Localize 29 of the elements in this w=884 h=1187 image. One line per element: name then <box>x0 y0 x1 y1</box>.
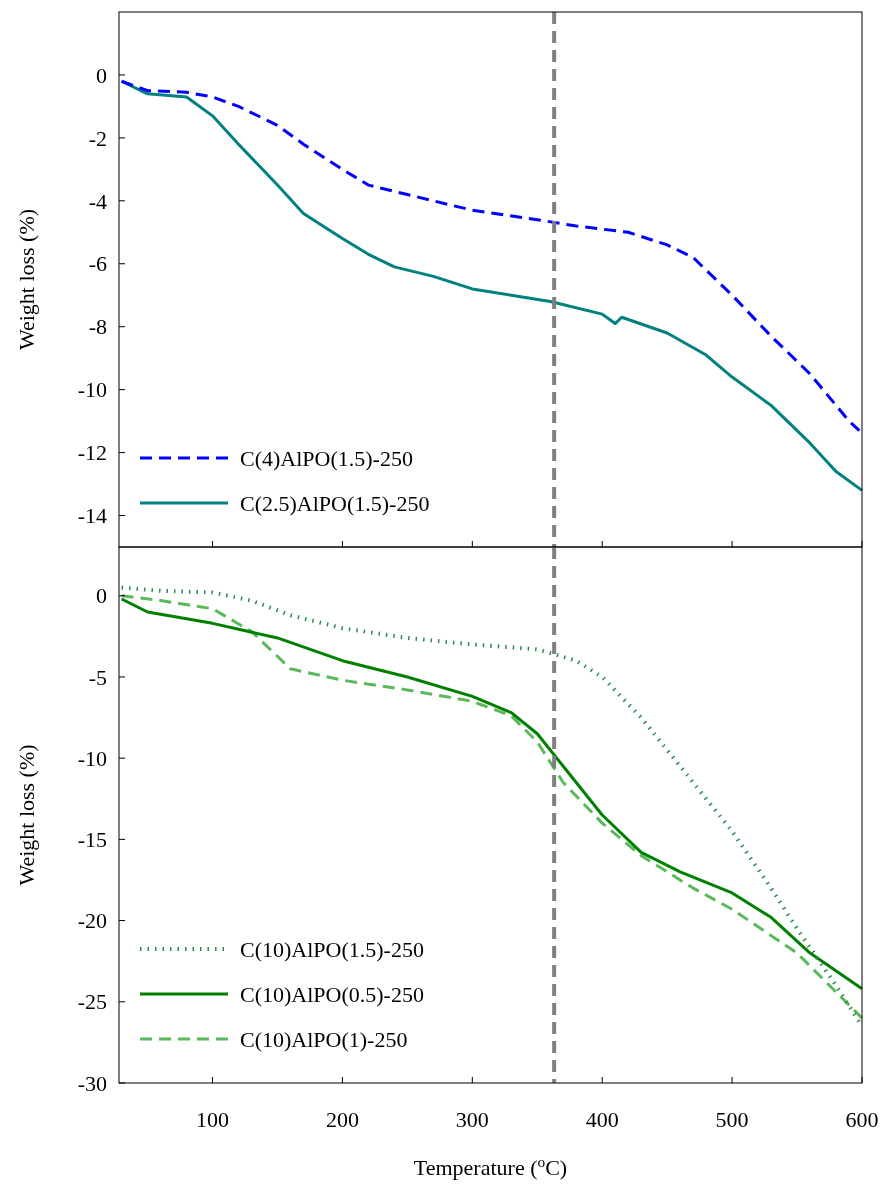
y-tick-label: 0 <box>96 583 107 609</box>
legend-label: C(10)AlPO(1)-250 <box>240 1026 408 1052</box>
y-tick-label: -30 <box>77 1070 107 1096</box>
legend-label: C(10)AlPO(0.5)-250 <box>240 981 424 1007</box>
y-tick-label: -25 <box>77 989 107 1015</box>
y-tick-label: -2 <box>88 125 107 151</box>
y-tick-label: -12 <box>77 440 107 466</box>
x-tick-label: 600 <box>845 1107 879 1132</box>
y-tick-label: -20 <box>77 908 107 934</box>
y-tick-label: -10 <box>77 377 107 403</box>
x-tick-label: 300 <box>455 1107 489 1132</box>
legend-label: C(2.5)AlPO(1.5)-250 <box>240 490 430 516</box>
y-tick-label: 0 <box>96 62 107 88</box>
y-tick-label: -5 <box>88 664 107 690</box>
y-tick-label: -15 <box>77 827 107 853</box>
x-axis-title: Temperature ($^{o}$C) <box>413 1152 568 1180</box>
legend-label: C(4)AlPO(1.5)-250 <box>240 445 413 471</box>
y-tick-label: -10 <box>77 745 107 771</box>
x-tick-label: 200 <box>325 1107 359 1132</box>
legend-label: C(10)AlPO(1.5)-250 <box>240 936 424 962</box>
y-tick-label: -6 <box>88 251 107 277</box>
x-tick-label: 400 <box>585 1107 619 1132</box>
x-tick-label: 500 <box>715 1107 749 1132</box>
y-axis-title: Weight loss (%) <box>14 744 39 886</box>
y-tick-label: -14 <box>77 503 107 529</box>
y-tick-label: -4 <box>88 188 107 214</box>
x-tick-label: 100 <box>196 1107 230 1132</box>
y-tick-label: -8 <box>88 314 107 340</box>
y-axis-title: Weight loss (%) <box>14 208 39 351</box>
